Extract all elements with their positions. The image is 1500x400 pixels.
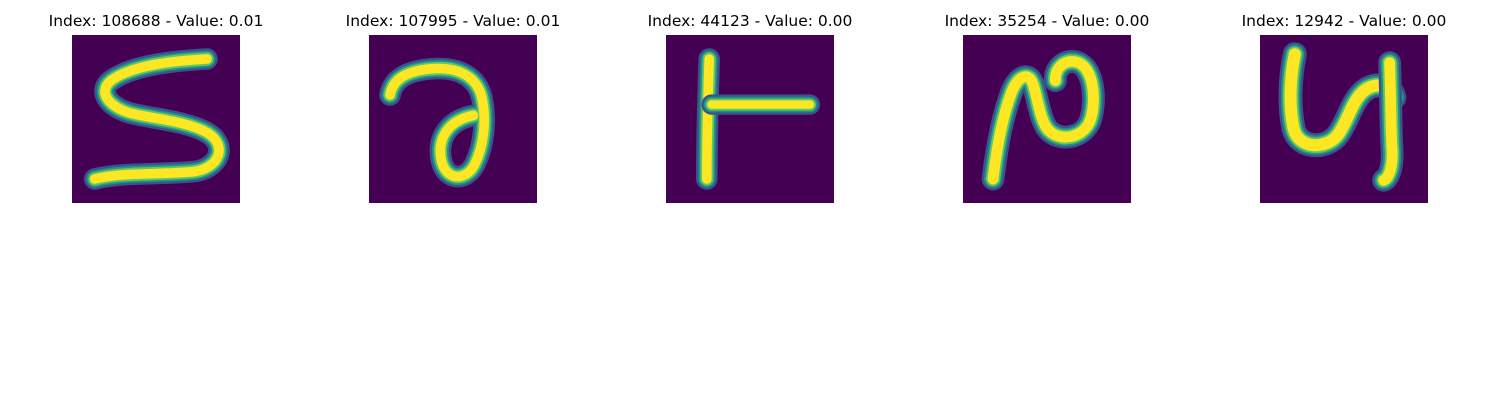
n-hook-glyph-image <box>963 35 1131 203</box>
image-panel-3: Index: 44123 - Value: 0.00 <box>600 0 900 210</box>
panel-title: Index: 107995 - Value: 0.01 <box>345 12 561 30</box>
panel-title: Index: 35254 - Value: 0.00 <box>944 12 1150 30</box>
panel-title: Index: 108688 - Value: 0.01 <box>48 12 264 30</box>
image-panel-2: Index: 107995 - Value: 0.01 <box>303 0 603 210</box>
panel-title: Index: 12942 - Value: 0.00 <box>1241 12 1447 30</box>
image-panel-1: Index: 108688 - Value: 0.01 <box>6 0 306 210</box>
panel-title: Index: 44123 - Value: 0.00 <box>647 12 853 30</box>
image-panel-5: Index: 12942 - Value: 0.00 <box>1194 0 1494 210</box>
image-panel-4: Index: 35254 - Value: 0.00 <box>897 0 1197 210</box>
t-bar-glyph-image <box>666 35 834 203</box>
u-curl-glyph-image <box>1260 35 1428 203</box>
digit-5-image <box>72 35 240 203</box>
loop-glyph-image <box>369 35 537 203</box>
